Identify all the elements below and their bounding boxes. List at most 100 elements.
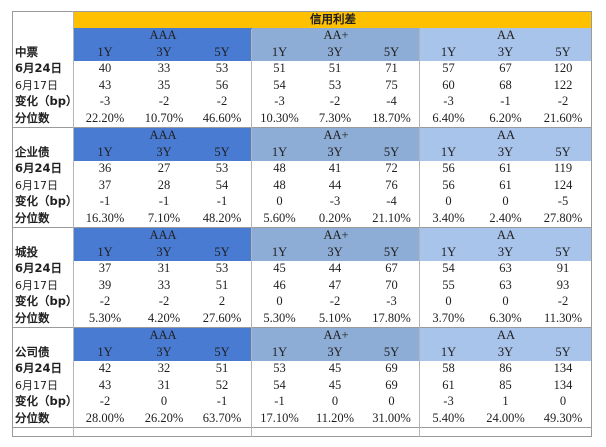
current-row: 6月24日 40 33 53 51 51 71 57 67 120 xyxy=(12,61,592,78)
current-row: 6月24日 37 31 53 45 44 67 54 63 91 xyxy=(12,261,592,278)
value-cell: 56 xyxy=(442,177,455,192)
grade-header-row: AAA AA+ AA xyxy=(12,127,593,144)
term-label: 3Y xyxy=(307,144,363,161)
term-label: 3Y xyxy=(307,44,363,61)
percentile-row: 分位数 5.30% 4.20% 27.60% 5.30% 5.10% 17.80% 3.70%… xyxy=(12,310,593,328)
value-cell: 6.40% xyxy=(420,110,477,128)
value-cell: 27.60% xyxy=(192,310,252,328)
term-label: 5Y xyxy=(534,44,593,61)
grade-label-aaa: AAA xyxy=(74,27,252,44)
value-cell: 53 xyxy=(328,77,342,92)
value-cell: 48 xyxy=(273,161,286,176)
row-label-current: 6月24日 xyxy=(15,61,63,76)
current-row: 6月24日 36 27 53 48 41 72 56 61 119 xyxy=(12,161,592,178)
value-cell: -2 xyxy=(216,94,228,109)
grade-label-aa: AA xyxy=(420,27,593,44)
value-cell: 69 xyxy=(385,361,398,376)
value-cell: 86 xyxy=(499,361,512,376)
value-cell: -3 xyxy=(274,94,285,109)
value-cell: 61 xyxy=(442,377,455,392)
value-cell: 53 xyxy=(273,361,286,376)
term-label: 5Y xyxy=(192,44,252,61)
section-name: 企业债 xyxy=(15,144,50,159)
value-cell: 53 xyxy=(215,261,229,276)
value-cell: 71 xyxy=(385,61,398,76)
value-cell: 0 xyxy=(331,394,339,409)
corner-cell xyxy=(12,11,74,28)
value-cell: 11.30% xyxy=(534,310,593,328)
blank-cell xyxy=(12,227,74,244)
value-cell: -1 xyxy=(99,194,111,209)
grade-label-aa-plus: AA+ xyxy=(252,327,420,344)
value-cell: 0.20% xyxy=(307,210,363,228)
value-cell: 0 xyxy=(388,394,395,409)
term-label: 1Y xyxy=(74,44,136,61)
term-label: 5Y xyxy=(534,144,593,161)
row-label-current: 6月24日 xyxy=(15,261,63,276)
value-cell: 26.20% xyxy=(136,410,192,428)
row-label-percentile: 分位数 xyxy=(12,210,74,228)
value-cell: 2 xyxy=(218,294,226,309)
value-cell: 45 xyxy=(328,361,342,376)
value-cell: 93 xyxy=(556,277,570,292)
value-cell: -1 xyxy=(216,394,228,409)
term-label: 1Y xyxy=(420,244,477,261)
blank-cell xyxy=(12,27,74,44)
value-cell: 48 xyxy=(273,177,286,192)
term-label: 3Y xyxy=(136,44,192,61)
value-cell: -1 xyxy=(274,394,285,409)
grade-label-aa: AA xyxy=(420,327,593,344)
value-cell: 56 xyxy=(442,161,455,176)
section-name: 公司债 xyxy=(15,344,50,359)
value-cell: 55 xyxy=(442,277,455,292)
value-cell: 68 xyxy=(499,77,512,92)
value-cell: 11.20% xyxy=(307,410,363,428)
row-label-change: 变化（bp） xyxy=(15,394,74,409)
value-cell: 4.20% xyxy=(136,310,192,328)
value-cell: 54 xyxy=(273,77,286,92)
value-cell: 31 xyxy=(157,377,171,392)
value-cell: 61 xyxy=(499,161,512,176)
value-cell: 51 xyxy=(215,361,229,376)
value-cell: 17.80% xyxy=(363,310,420,328)
value-cell: 35 xyxy=(157,77,171,92)
value-cell: 33 xyxy=(157,277,171,292)
row-label-previous: 6月17日 xyxy=(15,78,58,92)
term-header-row: 企业债 1Y 3Y 5Y 1Y 3Y 5Y 1Y 3Y 5Y xyxy=(12,144,593,161)
value-cell: 40 xyxy=(98,61,112,76)
value-cell: 5.30% xyxy=(252,310,307,328)
grade-label-aa-plus: AA+ xyxy=(252,227,420,244)
value-cell: 0 xyxy=(502,294,509,309)
value-cell: 2.40% xyxy=(477,210,534,228)
term-label: 5Y xyxy=(534,344,593,361)
value-cell: 58 xyxy=(442,361,455,376)
row-label-percentile: 分位数 xyxy=(12,310,74,328)
value-cell: 67 xyxy=(499,61,512,76)
value-cell: 124 xyxy=(553,177,573,192)
grade-header-row: AAA AA+ AA xyxy=(12,327,593,344)
value-cell: 32 xyxy=(157,361,171,376)
value-cell: 48.20% xyxy=(192,210,252,228)
term-label: 5Y xyxy=(363,344,420,361)
term-label: 1Y xyxy=(74,244,136,261)
term-header-row: 城投 1Y 3Y 5Y 1Y 3Y 5Y 1Y 3Y 5Y xyxy=(12,244,593,261)
term-label: 1Y xyxy=(420,44,477,61)
term-header-row: 公司债 1Y 3Y 5Y 1Y 3Y 5Y 1Y 3Y 5Y xyxy=(12,344,593,361)
value-cell: 134 xyxy=(553,361,573,376)
value-cell: 43 xyxy=(98,77,112,92)
value-cell: -1 xyxy=(158,194,170,209)
value-cell: 17.10% xyxy=(252,410,307,428)
value-cell: 18.70% xyxy=(363,110,420,128)
percentile-row: 分位数 16.30% 7.10% 48.20% 5.60% 0.20% 21.10% 3.40… xyxy=(12,210,593,228)
term-label: 3Y xyxy=(477,144,534,161)
term-label: 5Y xyxy=(363,244,420,261)
value-cell: 10.30% xyxy=(252,110,307,128)
term-label: 3Y xyxy=(307,244,363,261)
value-cell: -1 xyxy=(216,194,228,209)
value-cell: 119 xyxy=(553,161,573,176)
previous-row: 6月17日 43 31 52 54 45 69 61 85 134 xyxy=(12,377,592,394)
value-cell: 5.40% xyxy=(420,410,477,428)
row-label-previous: 6月17日 xyxy=(15,278,58,292)
value-cell: -3 xyxy=(386,294,397,309)
value-cell: 42 xyxy=(98,361,112,376)
